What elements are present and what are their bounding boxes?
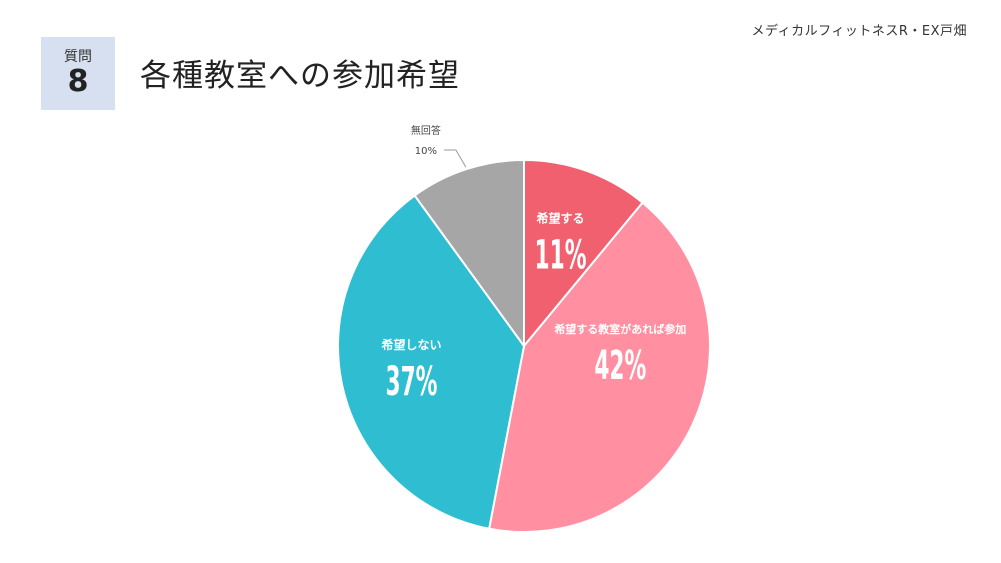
question-label: 質問 bbox=[64, 49, 92, 65]
slice-value-2: 42% bbox=[594, 343, 646, 389]
pie-slice-4 bbox=[413, 158, 525, 350]
pie-slice-3 bbox=[337, 194, 526, 530]
slice-value-3: 37% bbox=[385, 359, 437, 405]
question-number: 8 bbox=[67, 64, 89, 99]
pie-slice-1 bbox=[523, 158, 644, 349]
leader-line-4 bbox=[443, 149, 467, 168]
pie-slice-2 bbox=[487, 201, 711, 533]
question-badge: 質問 8 bbox=[41, 37, 115, 110]
slice-label-1: 希望する bbox=[536, 210, 585, 225]
slice-value-1: 11% bbox=[535, 232, 587, 278]
slice-value-4: 10% bbox=[415, 146, 437, 157]
slice-label-4: 無回答 bbox=[411, 124, 441, 137]
organization-name: メディカルフィットネスR・EX戸畑 bbox=[751, 24, 967, 39]
slice-label-3: 希望しない bbox=[380, 337, 441, 352]
page-title: 各種教室への参加希望 bbox=[140, 58, 460, 94]
slice-label-2: 希望する教室があれば参加 bbox=[553, 322, 686, 336]
